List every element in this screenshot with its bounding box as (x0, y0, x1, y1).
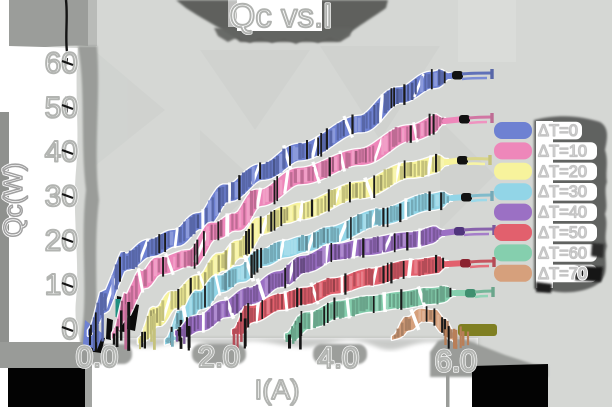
svg-text:0.0: 0.0 (76, 341, 118, 374)
svg-text:ΔT=40: ΔT=40 (538, 204, 587, 222)
svg-text:4.0: 4.0 (317, 342, 359, 375)
svg-text:50: 50 (45, 91, 78, 124)
svg-text:ΔT=20: ΔT=20 (538, 163, 587, 181)
svg-text:20: 20 (45, 224, 78, 257)
svg-text:ΔT=60: ΔT=60 (538, 244, 587, 262)
svg-text:Qc(W): Qc(W) (0, 162, 28, 237)
svg-text:ΔT=20: ΔT=20 (538, 163, 587, 181)
svg-text:2.0: 2.0 (198, 341, 240, 374)
svg-text:60: 60 (45, 47, 78, 80)
svg-text:Qc vs.I: Qc vs.I (230, 0, 333, 34)
svg-text:40: 40 (45, 136, 78, 169)
svg-text:10: 10 (45, 269, 78, 302)
svg-text:ΔT=30: ΔT=30 (538, 183, 587, 201)
svg-text:6.0: 6.0 (435, 345, 477, 378)
svg-text:ΔT=70: ΔT=70 (538, 265, 587, 283)
svg-text:ΔT=10: ΔT=10 (538, 142, 587, 160)
svg-text:20: 20 (45, 224, 78, 257)
svg-text:ΔT=70: ΔT=70 (538, 265, 587, 283)
svg-text:ΔT=10: ΔT=10 (538, 142, 587, 160)
svg-text:ΔT=0: ΔT=0 (538, 122, 578, 140)
svg-text:6.0: 6.0 (435, 345, 477, 378)
svg-text:ΔT=50: ΔT=50 (538, 224, 587, 242)
svg-text:I(A): I(A) (254, 374, 299, 405)
svg-text:30: 30 (45, 180, 78, 213)
svg-text:60: 60 (45, 47, 78, 80)
svg-text:ΔT=30: ΔT=30 (538, 183, 587, 201)
svg-text:Qc(W): Qc(W) (0, 162, 28, 237)
svg-text:2.0: 2.0 (198, 341, 240, 374)
svg-text:10: 10 (45, 269, 78, 302)
svg-text:0.0: 0.0 (76, 341, 118, 374)
svg-text:50: 50 (45, 91, 78, 124)
svg-text:ΔT=60: ΔT=60 (538, 244, 587, 262)
svg-text:30: 30 (45, 180, 78, 213)
svg-text:I(A): I(A) (254, 374, 299, 405)
svg-text:40: 40 (45, 136, 78, 169)
svg-text:Qc vs.I: Qc vs.I (230, 0, 333, 34)
svg-text:ΔT=50: ΔT=50 (538, 224, 587, 242)
svg-text:ΔT=40: ΔT=40 (538, 204, 587, 222)
svg-text:ΔT=0: ΔT=0 (538, 122, 578, 140)
svg-text:4.0: 4.0 (317, 342, 359, 375)
